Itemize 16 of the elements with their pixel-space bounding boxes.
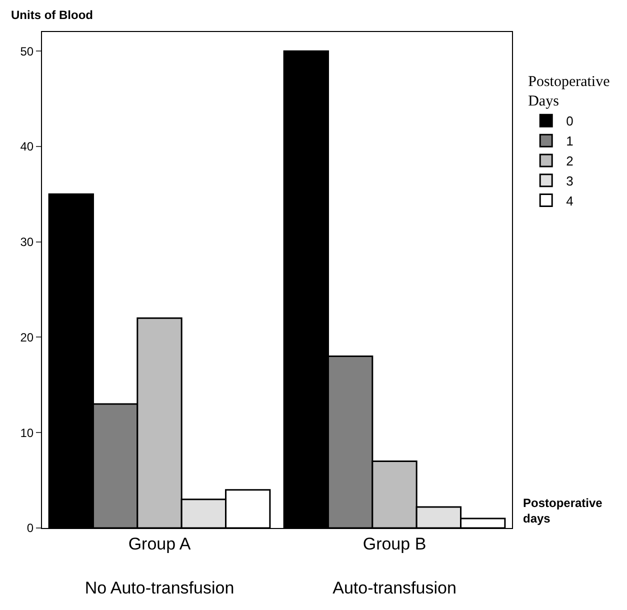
legend-label: 1 xyxy=(566,134,574,149)
legend-label: 2 xyxy=(566,154,574,169)
y-tick-label: 20 xyxy=(20,330,34,344)
legend-label: 0 xyxy=(566,114,574,129)
category-label: Group B Auto-transfusion xyxy=(332,534,456,598)
y-tick-label: 40 xyxy=(20,140,34,154)
legend-label: 3 xyxy=(566,173,574,188)
y-axis-title: Units of Blood xyxy=(11,8,93,22)
legend-label: 4 xyxy=(566,193,574,208)
y-tick-label: 50 xyxy=(20,44,34,58)
legend-title: Postoperative Days xyxy=(528,74,610,110)
x-axis-title: Postoperative days xyxy=(523,496,603,526)
category-label: Group A No Auto-transfusion xyxy=(84,534,234,598)
y-tick-label: 30 xyxy=(20,235,34,250)
y-tick-label: 10 xyxy=(20,426,34,440)
y-tick-label: 0 xyxy=(26,521,34,536)
